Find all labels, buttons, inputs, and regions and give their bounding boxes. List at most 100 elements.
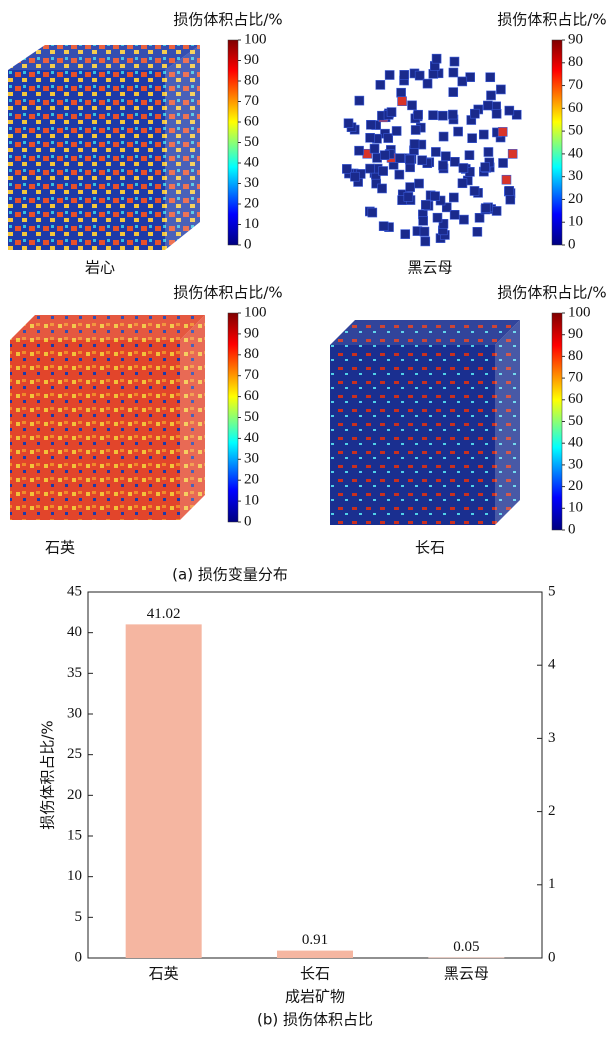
block [478,129,489,140]
block [483,147,494,157]
colorbar-tick-label: 100 [244,31,267,47]
colorbar-tick-label: 90 [568,31,583,47]
colorbar-tick-label: 10 [244,493,259,509]
y2-tick-label: 3 [548,730,556,746]
block [491,108,502,119]
block [378,221,389,231]
block [350,171,360,182]
colorbar-tick-label: 0 [244,513,252,529]
y-tick-label: 45 [67,583,82,599]
bar [277,950,353,958]
colorbar-tick-label: 100 [244,304,267,320]
colorbar [551,312,563,531]
block [413,109,423,120]
block [428,110,438,121]
bar [428,957,505,959]
block [507,149,518,159]
colorbar-tick-label: 50 [244,134,259,150]
colorbar-tick-label: 70 [244,367,259,383]
block [422,78,433,89]
block [386,107,397,117]
y-tick-label: 35 [67,665,82,681]
block [403,192,414,202]
colorbar-tick-label: 10 [244,216,259,232]
colorbar-tick-label: 40 [244,154,259,170]
panel-label: 岩心 [85,259,115,277]
colorbar-tick-label: 40 [244,430,259,446]
block [501,174,512,185]
block [469,186,480,196]
colorbar-tick-label: 60 [244,388,259,404]
y-tick-label: 20 [67,787,82,803]
caption-a: (a) 损伤变量分布 [172,566,288,584]
block [430,191,440,201]
block [399,70,410,80]
colorbar-tick-label: 70 [568,77,583,93]
panel-label: 长石 [415,539,445,557]
block [449,192,459,203]
block [438,160,448,171]
block [405,182,415,192]
block [474,212,485,223]
block [441,151,451,162]
block [472,227,483,237]
colorbar-tick-label: 30 [244,175,259,191]
colorbar-title: 损伤体积占比/% [497,284,606,302]
colorbar-tick-label: 50 [568,413,583,429]
block [407,100,417,111]
block [486,90,496,101]
block [432,212,443,223]
block [420,236,431,247]
block [369,143,380,154]
block [438,218,449,229]
block [419,226,430,237]
colorbar-tick-label: 10 [568,500,583,516]
colorbar-title: 损伤体积占比/% [173,11,282,29]
colorbar-tick-label: 90 [244,52,259,68]
colorbar-tick-label: 60 [568,100,583,116]
colorbar-tick-label: 20 [568,191,583,207]
block [453,126,463,137]
block [441,202,452,213]
colorbar-tick-label: 20 [244,472,259,488]
block [410,125,421,135]
block [448,67,459,78]
block [438,110,448,121]
block [457,178,468,189]
y-axis-label: 损伤体积占比/% [39,720,57,829]
block [379,150,390,160]
block [496,84,506,95]
block [409,139,420,149]
colorbar-tick-label: 20 [244,195,259,211]
block [467,133,477,144]
block [366,119,376,130]
colorbar-tick-label: 40 [568,435,583,451]
colorbar-tick-label: 70 [568,370,583,386]
block [420,200,431,210]
block [431,53,442,64]
block [394,169,405,180]
y-tick-label: 5 [75,909,83,925]
block [480,203,491,213]
colorbar-tick-label: 10 [568,214,583,230]
caption-b: (b) 损伤体积占比 [257,1011,373,1029]
cube-biotite [342,53,522,247]
block [459,214,469,225]
colorbar-tick-label: 40 [568,145,583,161]
y2-tick-label: 1 [548,876,556,892]
colorbar-tick-label: 20 [568,478,583,494]
block [470,108,480,119]
x-tick-label: 黑云母 [444,965,489,983]
bar [125,624,202,958]
block [457,76,468,87]
y2-tick-label: 0 [548,949,556,965]
block [400,229,411,239]
y-tick-label: 10 [67,868,82,884]
cube-quartz [10,315,205,520]
y2-tick-label: 2 [548,803,556,819]
block [383,133,394,143]
block [414,178,424,189]
block [395,153,405,163]
block [464,150,475,160]
